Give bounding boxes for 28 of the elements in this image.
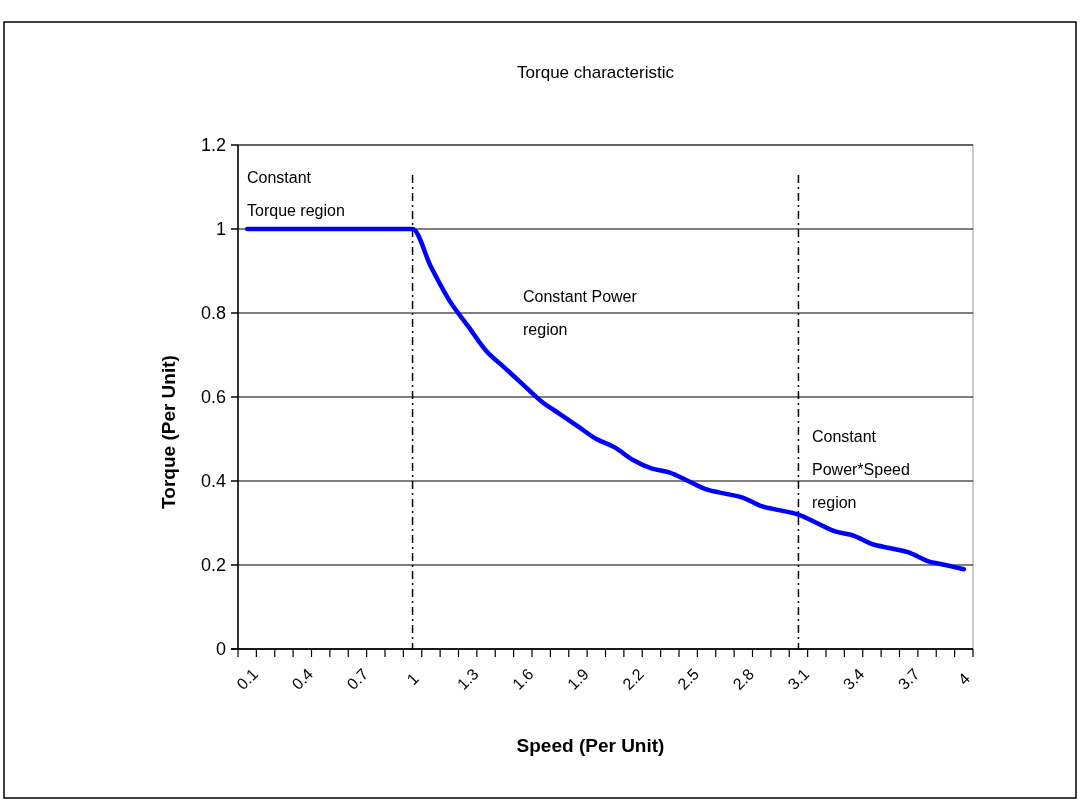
annotation: Constant Power region [523, 288, 638, 338]
annotation: Constant Torque region [247, 169, 345, 219]
x-tick-label: 1.9 [564, 665, 592, 693]
x-tick-label: 3.1 [784, 665, 813, 693]
y-tick-label: 0.2 [200, 555, 226, 576]
x-tick-label: 2.8 [729, 665, 758, 693]
line-series [244, 226, 967, 572]
x-tick-label: 1.3 [453, 665, 482, 693]
chart-title: Torque characteristic [517, 63, 675, 82]
x-tick-label: 3.7 [894, 665, 923, 693]
y-tick-label: 0.6 [200, 387, 226, 408]
y-tick-label: 0.8 [200, 303, 226, 324]
y-tick-label: 0 [215, 639, 226, 660]
y-tick-label: 1 [215, 219, 226, 240]
x-tick-label: 2.2 [619, 665, 648, 693]
x-tick-label: 1 [403, 669, 422, 689]
x-axis-title: Speed (Per Unit) [516, 735, 665, 756]
x-tick-label: 1.6 [509, 665, 537, 693]
x-tick-label: 0.1 [233, 665, 262, 693]
x-tick-label: 3.4 [839, 665, 868, 693]
x-tick-label: 0.7 [343, 665, 372, 693]
x-tick-label: 2.5 [674, 665, 703, 693]
y-tick-label: 1.2 [200, 135, 226, 156]
y-tick-label: 0.4 [200, 471, 226, 492]
x-tick-label: 0.4 [288, 665, 317, 693]
annotation: Constant Power*Speed region [812, 428, 910, 511]
x-tick-label: 4 [954, 669, 974, 689]
y-axis-title: Torque (Per Unit) [158, 355, 179, 509]
